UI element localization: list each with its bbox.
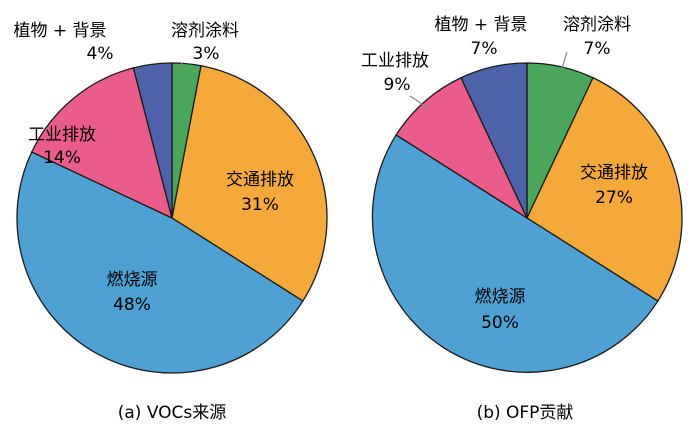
chart-b-label-combustion: 燃烧源 (475, 287, 526, 307)
chart-b-title: (b) OFP贡献 (477, 403, 574, 423)
chart-a-slice-industry (30, 67, 173, 220)
chart-b-value-traffic: 27% (595, 188, 633, 208)
chart-a-label-combustion: 燃烧源 (107, 270, 158, 290)
chart-b-value-solvent: 7% (584, 39, 611, 59)
chart-a-value-industry: 14% (43, 148, 81, 168)
chart-b-label-solvent: 溶剂涂料 (563, 15, 631, 35)
chart-a-title: (a) VOCs来源 (118, 403, 227, 423)
chart-a-label-plants: 植物 + 背景 (13, 21, 106, 41)
chart-b-value-combustion: 50% (481, 313, 519, 333)
chart-a-value-combustion: 48% (113, 295, 151, 315)
chart-a-slice-plants (132, 62, 173, 219)
chart-a-label-solvent: 溶剂涂料 (171, 21, 239, 41)
chart-b-slice-combustion (371, 134, 659, 373)
chart-b-slices (371, 62, 683, 373)
chart-b-leader-line-solvent (561, 51, 568, 69)
chart-a-label-traffic: 交通排放 (226, 170, 294, 190)
chart-a-slice-combustion (16, 151, 304, 374)
chart-b-value-plants: 7% (471, 39, 498, 59)
chart-b-slice-industry (395, 76, 529, 220)
chart-b-slice-traffic (526, 76, 683, 302)
chart-a-label-industry: 工业排放 (28, 125, 96, 145)
chart-a-value-solvent: 3% (193, 44, 220, 64)
chart-b-leader-line-industry (409, 95, 429, 109)
chart-a: 植物 + 背景 4% 溶剂涂料 3% 工业排放 14% 交通排放 31% 燃烧源… (13, 21, 328, 423)
chart-b-slice-plants (460, 62, 528, 219)
chart-a-value-traffic: 31% (241, 195, 279, 215)
chart-a-value-plants: 4% (87, 44, 114, 64)
chart-b-label-plants: 植物 + 背景 (434, 15, 527, 35)
chart-b-label-traffic: 交通排放 (580, 163, 648, 183)
chart-b: 植物 + 背景 7% 溶剂涂料 7% 工业排放 9% 交通排放 27% 燃烧源 … (361, 15, 683, 423)
chart-a-slices (16, 62, 328, 374)
chart-b-label-industry: 工业排放 (361, 51, 429, 71)
chart-a-leader-line-solvent (177, 62, 183, 71)
chart-b-value-industry: 9% (384, 75, 411, 95)
